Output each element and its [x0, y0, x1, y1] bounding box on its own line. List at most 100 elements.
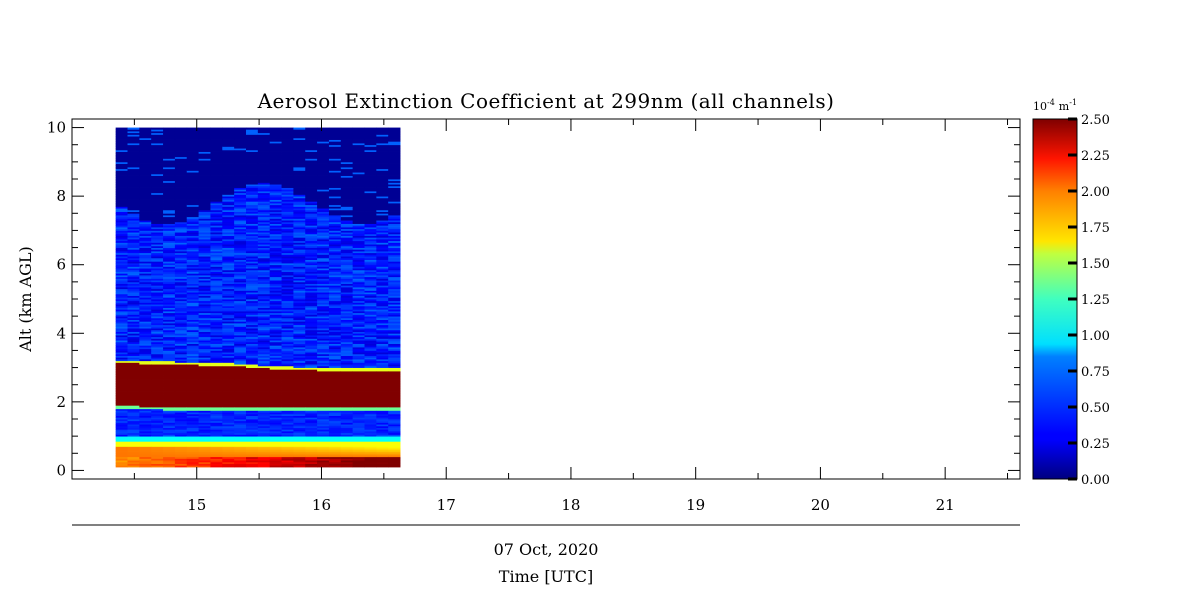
heatmap-cell [305, 309, 318, 312]
heatmap-cell [139, 295, 152, 298]
heatmap-cell [186, 413, 200, 416]
heatmap-cell [340, 317, 354, 320]
heatmap-cell [151, 353, 164, 356]
heatmap-cell [246, 148, 259, 151]
heatmap-cell [317, 348, 330, 351]
heatmap-cell [388, 453, 401, 456]
heatmap-cell [174, 263, 188, 266]
heatmap-cell [222, 292, 235, 295]
heatmap-cell [328, 376, 342, 379]
heatmap-cell [139, 407, 152, 410]
heatmap-cell [364, 259, 377, 262]
heatmap-cell [388, 379, 401, 382]
heatmap-cell [269, 208, 282, 211]
heatmap-cell [269, 432, 282, 435]
colorbar-tick-label: 0.50 [1081, 401, 1110, 416]
heatmap-cell [198, 446, 211, 449]
heatmap-cell [210, 412, 223, 415]
heatmap-cell [328, 365, 342, 368]
heatmap-cell [340, 300, 354, 303]
heatmap-cell [352, 179, 365, 182]
heatmap-cell [174, 324, 188, 327]
heatmap-cell [139, 297, 152, 300]
heatmap-cell [388, 228, 401, 231]
heatmap-cell [246, 413, 259, 416]
heatmap-cell [352, 187, 365, 190]
heatmap-cell [127, 388, 140, 391]
heatmap-cell [127, 206, 140, 209]
heatmap-cell [222, 446, 235, 449]
heatmap-cell [293, 263, 306, 266]
heatmap-cell [127, 331, 140, 334]
heatmap-cell [174, 153, 188, 156]
heatmap-cell [222, 379, 235, 382]
heatmap-cell [376, 314, 389, 317]
heatmap-cell [234, 456, 247, 459]
heatmap-cell [376, 204, 389, 207]
heatmap-cell [257, 127, 271, 130]
heatmap-cell [163, 297, 176, 300]
heatmap-cell [174, 182, 188, 185]
heatmap-cell [317, 252, 330, 255]
heatmap-cell [127, 453, 140, 456]
heatmap-cell [328, 232, 342, 235]
heatmap-cell [257, 264, 271, 267]
heatmap-cell [364, 415, 377, 418]
heatmap-cell [246, 204, 259, 207]
heatmap-cell [222, 405, 235, 408]
heatmap-cell [246, 364, 259, 367]
heatmap-cell [139, 208, 152, 211]
heatmap-cell [174, 460, 188, 463]
heatmap-cell [352, 230, 365, 233]
heatmap-cell [376, 199, 389, 202]
heatmap-cell [222, 139, 235, 142]
heatmap-cell [257, 275, 271, 278]
heatmap-cell [376, 321, 389, 324]
heatmap-cell [222, 144, 235, 147]
heatmap-cell [388, 381, 401, 384]
heatmap-cell [293, 410, 306, 413]
heatmap-cell [352, 293, 365, 296]
heatmap-cell [257, 352, 271, 355]
heatmap-cell [364, 316, 377, 319]
heatmap-cell [376, 323, 389, 326]
heatmap-cell [127, 158, 140, 161]
heatmap-cell [174, 377, 188, 380]
heatmap-cell [246, 218, 259, 221]
heatmap-cell [293, 417, 306, 420]
heatmap-cell [376, 225, 389, 228]
heatmap-cell [352, 285, 365, 288]
heatmap-cell [281, 317, 294, 320]
heatmap-cell [281, 136, 294, 139]
heatmap-cell [328, 386, 342, 389]
heatmap-cell [305, 369, 318, 372]
heatmap-cell [257, 129, 271, 132]
heatmap-cell [151, 391, 164, 394]
heatmap-cell [234, 374, 247, 377]
y-tick-label: 8 [56, 187, 66, 205]
heatmap-cell [293, 233, 306, 236]
heatmap-cell [186, 367, 200, 370]
heatmap-cell [352, 213, 365, 216]
heatmap-cell [234, 139, 247, 142]
heatmap-cell [234, 196, 247, 199]
heatmap-cell [388, 384, 401, 387]
heatmap-cell [174, 424, 188, 427]
heatmap-cell [222, 281, 235, 284]
heatmap-cell [151, 268, 164, 271]
heatmap-cell [151, 220, 164, 223]
heatmap-cell [163, 179, 176, 182]
heatmap-cell [352, 403, 365, 406]
heatmap-cell [257, 173, 271, 176]
heatmap-cell [234, 237, 247, 240]
heatmap-cell [317, 436, 330, 439]
heatmap-cell [376, 448, 389, 451]
heatmap-cell [127, 292, 140, 295]
heatmap-cell [293, 218, 306, 221]
heatmap-cell [352, 167, 365, 170]
heatmap-cell [210, 381, 223, 384]
heatmap-cell [376, 412, 389, 415]
heatmap-cell [246, 203, 259, 206]
heatmap-cell [388, 359, 401, 362]
heatmap-cell [281, 439, 294, 442]
